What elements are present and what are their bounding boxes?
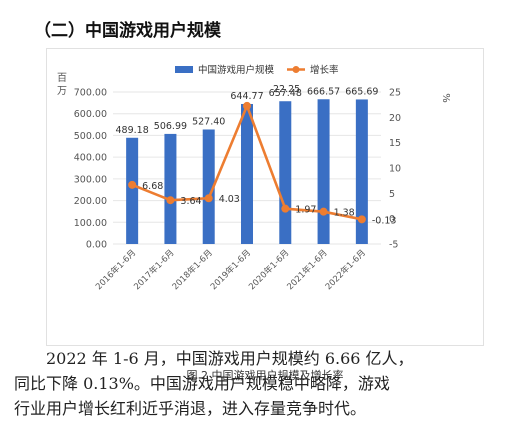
growth-rate-point bbox=[357, 215, 366, 224]
bar-value-label: 489.18 bbox=[116, 125, 149, 136]
body-line-2: 同比下降 0.13%。中国游戏用户规模稳中略降，游戏 bbox=[14, 374, 390, 393]
growth-rate-point bbox=[243, 101, 251, 110]
body-paragraph: 2022 年 1-6 月，中国游戏用户规模约 6.66 亿人， 同比下降 0.1… bbox=[14, 346, 484, 421]
body-line-3: 行业用户增长红利近乎消退，进入存量竞争时代。 bbox=[14, 399, 367, 418]
growth-rate-point bbox=[166, 196, 175, 205]
y-left-tick-label: 400.00 bbox=[74, 153, 107, 164]
growth-rate-label: 1.38 bbox=[334, 208, 355, 219]
y-left-tick-label: 700.00 bbox=[74, 88, 107, 99]
bar-value-label: 657.48 bbox=[269, 88, 302, 99]
legend-label-line: 增长率 bbox=[310, 64, 339, 76]
growth-rate-label: -0.13 bbox=[372, 215, 397, 226]
growth-rate-label: 4.03 bbox=[219, 194, 240, 205]
growth-rate-point bbox=[319, 207, 328, 216]
growth-rate-label: 1.97 bbox=[295, 205, 316, 216]
legend-swatch-bar bbox=[175, 66, 193, 73]
y-left-tick-label: 100.00 bbox=[74, 218, 107, 229]
bar bbox=[164, 133, 177, 244]
bar bbox=[126, 137, 139, 244]
bar bbox=[241, 103, 253, 244]
bar bbox=[355, 99, 368, 245]
chart-frame: 0.00 100.00 200.00 300.00 400.00 500.00 600.00… bbox=[46, 48, 484, 382]
y-left-tick-label: 600.00 bbox=[74, 109, 107, 120]
y-left-tick-label: 200.00 bbox=[74, 196, 107, 207]
y-right-tick-label: 0 bbox=[389, 214, 395, 225]
section-title: （二）中国游戏用户规模 bbox=[34, 21, 221, 41]
y-right-tick-label: -5 bbox=[389, 240, 398, 251]
bar-value-label: 666.57 bbox=[307, 86, 340, 97]
growth-rate-point bbox=[128, 180, 137, 189]
y-right-tick-label: 25 bbox=[389, 88, 401, 99]
y-left-tick-label: 0.00 bbox=[86, 240, 107, 251]
growth-rate-point bbox=[281, 204, 290, 213]
bar-value-label: 527.40 bbox=[192, 116, 225, 127]
x-tick-label: 2022年1-6月 bbox=[323, 247, 368, 292]
growth-rate-label: 22.25 bbox=[273, 84, 300, 95]
bar bbox=[202, 129, 215, 244]
y-left-unit-label: 百 bbox=[57, 72, 67, 84]
legend-label-bar: 中国游戏用户规模 bbox=[198, 64, 275, 76]
legend-marker-line bbox=[292, 66, 300, 73]
bar-value-label: 665.69 bbox=[345, 86, 378, 97]
growth-rate-point bbox=[204, 194, 213, 203]
bar-value-label: 644.77 bbox=[230, 91, 263, 102]
y-right-tick-label: 15 bbox=[389, 138, 401, 149]
y-left-unit-label: 万 bbox=[57, 86, 67, 97]
bar bbox=[317, 99, 330, 244]
growth-rate-label: 3.64 bbox=[180, 196, 201, 207]
y-left-tick-label: 500.00 bbox=[74, 131, 107, 142]
combo-chart: 0.00 100.00 200.00 300.00 400.00 500.00 600.00… bbox=[57, 64, 451, 292]
chart-caption: 图 2 中国游戏用户规模及增长率 bbox=[186, 369, 344, 382]
y-right-tick-label: 20 bbox=[389, 113, 401, 124]
bar-value-label: 506.99 bbox=[154, 121, 187, 132]
y-left-tick-label: 300.00 bbox=[74, 174, 107, 185]
y-right-tick-label: 10 bbox=[389, 164, 401, 175]
growth-rate-label: 6.68 bbox=[142, 181, 163, 192]
y-right-tick-label: 5 bbox=[389, 189, 395, 200]
bar bbox=[279, 101, 292, 244]
body-line-1: 2022 年 1-6 月，中国游戏用户规模约 6.66 亿人， bbox=[46, 349, 414, 368]
y-right-unit-label: % bbox=[440, 93, 451, 103]
